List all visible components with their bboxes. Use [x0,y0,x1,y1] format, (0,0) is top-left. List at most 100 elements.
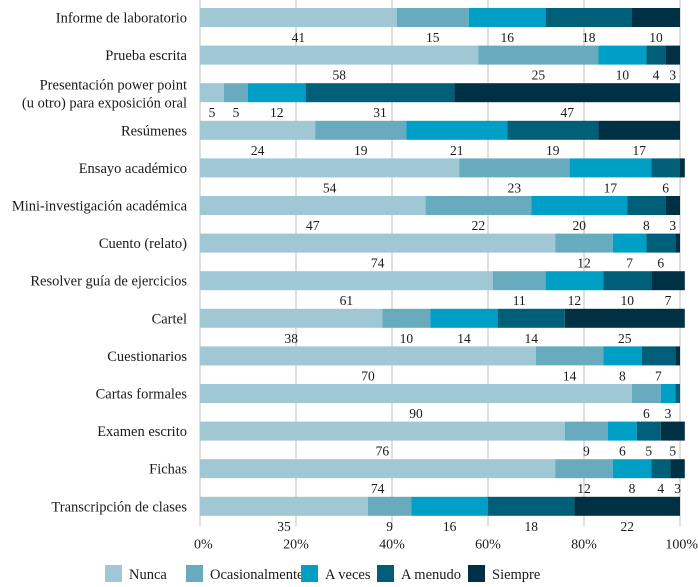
value-label: 25 [532,68,546,83]
bar-segment [651,271,685,291]
bar-segment [675,346,680,366]
bar-segment [478,45,599,65]
bar-segment [411,496,488,516]
bar-segment [200,120,316,140]
value-label: 23 [508,180,522,195]
bar-segment [555,459,613,479]
bar-segment [651,459,671,479]
bar-segment [545,8,632,27]
legend-label: A veces [325,567,371,583]
value-label: 12 [270,105,284,120]
value-label: 16 [500,30,514,45]
category-label: Ensayo académico [79,161,187,177]
value-label: 16 [443,519,457,534]
x-axis-ticks: 0% 20% 40% 60% 80% 100% [194,537,698,552]
legend-swatch [105,565,122,582]
bar-segment [675,233,680,253]
bar-segment [224,83,248,103]
bar-segment [608,421,637,441]
bar-segment [200,308,383,328]
value-label: 47 [560,105,574,120]
bar-segment [200,83,224,103]
bar-segment [406,120,508,140]
bar-segment [646,45,666,65]
x-tick-label: 20% [283,537,309,552]
category-label: Fichas [149,462,187,478]
bar-segment [459,158,570,178]
bar-segment [598,120,680,140]
x-tick-label: 0% [194,537,213,552]
value-label: 5 [669,444,676,459]
bar-segment [200,271,493,291]
value-label: 5 [233,105,240,120]
bar-segment [660,384,676,403]
category-label: Examen escrito [97,424,187,440]
value-label: 6 [662,180,669,195]
legend-swatch [468,565,485,582]
bar-segment [670,459,685,479]
x-tick-label: 60% [475,537,501,552]
value-label: 22 [620,519,634,534]
value-label: 70 [361,368,375,383]
value-label: 61 [340,293,354,308]
gridlines [199,0,681,527]
bar-segment [507,120,599,140]
legend-item: A menudo [377,565,461,583]
value-label: 17 [604,180,618,195]
value-label: 18 [582,30,596,45]
bar-segment [660,421,685,441]
bar-segment [425,196,532,215]
value-label: 17 [632,143,646,158]
legend-swatch [377,565,394,582]
category-label: Informe de laboratorio [56,11,187,27]
legend-label: Ocasionalmente [210,567,303,583]
value-label: 9 [386,519,393,534]
bar-segment [636,421,661,441]
bar-segment [200,459,556,479]
x-tick-label: 100% [665,537,698,552]
value-label: 3 [674,481,681,496]
bar-segment [574,496,680,516]
bar-segment [545,271,604,291]
bar-segment [315,120,407,140]
value-label: 5 [209,105,216,120]
bar-segment [200,158,460,178]
bar-segment [200,8,397,27]
bar-segment [641,346,676,366]
bar-segment [603,346,642,366]
value-label: 3 [665,406,672,421]
value-label: 15 [426,30,440,45]
value-label: 41 [292,30,306,45]
category-label: Cuento (relato) [99,236,187,252]
bar-segment [200,45,479,65]
value-label: 5 [645,444,652,459]
value-label: 19 [354,143,368,158]
legend-swatch [186,565,203,582]
category-label: Cartas formales [96,387,188,403]
value-label: 6 [643,406,650,421]
value-label: 58 [332,68,346,83]
value-label: 54 [323,180,337,195]
bar-segment [632,8,680,27]
category-label: Resolver guía de ejercicios [30,274,187,290]
legend-item: A veces [301,565,371,583]
category-label: Cuestionarios [107,349,187,365]
bar-segment [612,459,652,479]
bar-segment [368,496,412,516]
bar-segment [488,496,575,516]
bar-segment [680,158,685,178]
bar-segment [627,196,666,215]
value-label: 35 [277,519,291,534]
bar-segment [646,233,676,253]
value-label: 20 [572,218,586,233]
legend-item: Siempre [468,565,540,583]
legend: Nunca Ocasionalmente A veces A menudo Siempr… [105,565,540,583]
category-label: Prueba escrita [105,48,187,64]
bar-segment [200,421,565,441]
value-label: 19 [546,143,560,158]
value-label: 74 [371,481,385,496]
bar-segment [651,158,680,178]
bar-segment [536,346,604,366]
